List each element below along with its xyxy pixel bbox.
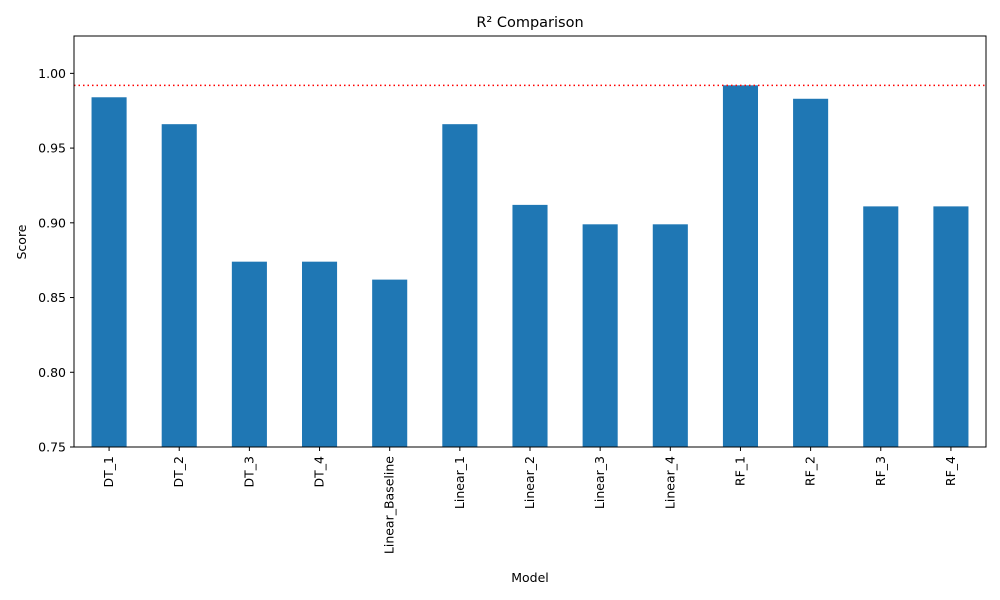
x-tick-label: Linear_2 [522, 456, 537, 509]
bar [933, 206, 969, 447]
x-tick-label: Linear_Baseline [382, 456, 397, 554]
bar [91, 97, 127, 447]
bar [863, 206, 899, 447]
chart-title: R² Comparison [476, 15, 583, 31]
bar [231, 261, 267, 447]
x-tick-label: Linear_1 [452, 456, 467, 509]
x-tick-label: RF_4 [943, 456, 958, 486]
bar [161, 124, 197, 447]
y-tick-label: 1.00 [38, 66, 66, 81]
x-tick-label: DT_1 [101, 456, 116, 487]
y-tick-label: 0.80 [38, 365, 66, 380]
x-tick-label: RF_2 [803, 456, 818, 486]
y-tick-label: 0.90 [38, 215, 66, 230]
x-tick-label: RF_3 [873, 456, 888, 486]
y-tick-label: 0.85 [38, 290, 66, 305]
x-tick-label: Linear_3 [592, 456, 607, 509]
x-tick-label: RF_1 [732, 456, 747, 486]
bar [582, 224, 618, 447]
x-tick-label: DT_2 [171, 456, 186, 487]
x-axis-label: Model [511, 570, 549, 585]
y-tick-label: 0.75 [38, 440, 66, 455]
bar [302, 261, 338, 447]
bar [793, 98, 829, 448]
bar [372, 279, 408, 447]
x-tick-label: DT_3 [241, 456, 256, 487]
bar [722, 85, 758, 447]
y-axis-ticks: 0.75 0.80 0.85 0.90 0.95 1.00 [38, 66, 74, 455]
bar [442, 124, 478, 447]
x-tick-label: DT_4 [312, 456, 327, 488]
y-tick-label: 0.95 [38, 141, 66, 156]
bars-group [91, 85, 969, 448]
x-tick-label: Linear_4 [662, 456, 677, 509]
bar [652, 224, 688, 447]
x-axis-ticks: DT_1 DT_2 DT_3 DT_4 Linear_Baseline Linear_1 L… [101, 447, 958, 554]
bar [512, 204, 548, 447]
y-axis-label: Score [14, 224, 29, 259]
